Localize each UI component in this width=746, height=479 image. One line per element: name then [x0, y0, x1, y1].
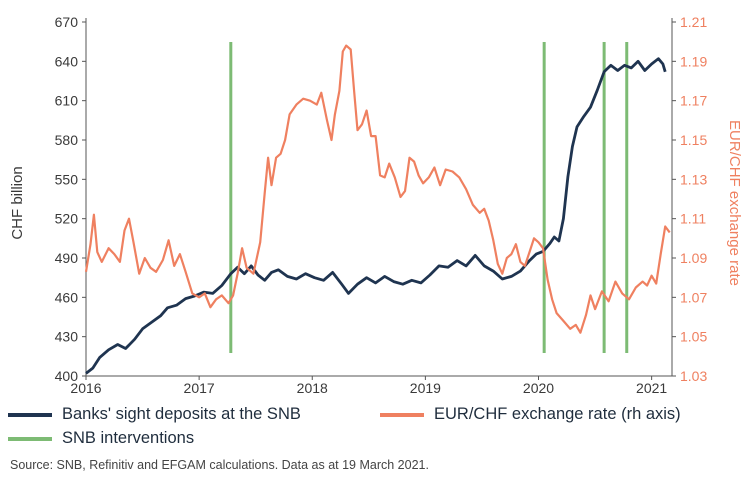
left-tick-label: 670: [55, 14, 79, 30]
right-tick-label: 1.19: [680, 53, 707, 69]
right-tick-label: 1.03: [680, 368, 707, 384]
legend: Banks' sight deposits at the SNB EUR/CHF…: [8, 405, 738, 453]
series-line-eurchf: [84, 44, 671, 334]
left-tick-label: 610: [55, 93, 79, 109]
legend-label-eurchf: EUR/CHF exchange rate (rh axis): [434, 405, 681, 423]
legend-swatch-snb-interventions: [8, 436, 52, 441]
right-tick-label: 1.05: [680, 329, 707, 345]
legend-item-eurchf: EUR/CHF exchange rate (rh axis): [380, 405, 681, 424]
right-tick-label: 1.11: [680, 211, 706, 227]
left-tick-label: 580: [55, 132, 79, 148]
right-axis-title: EUR/CHF exchange rate: [726, 120, 743, 286]
left-axis-ticks: 400 430 460 490 520 550 580 610 640 670: [55, 14, 86, 384]
snb-intervention-lines: [229, 42, 629, 353]
left-tick-label: 550: [55, 171, 79, 187]
source-note: Source: SNB, Refinitiv and EFGAM calcula…: [10, 458, 429, 472]
x-tick-label: 2020: [523, 380, 554, 396]
right-tick-label: 1.17: [680, 93, 707, 109]
plot-frame: [85, 18, 673, 377]
x-axis-ticks: 2016 2017 2018 2019 2020 2021: [70, 376, 667, 396]
right-axis-ticks: 1.03 1.05 1.07 1.09 1.11 1.13 1.15 1.17 1.19 1.21: [672, 14, 707, 384]
legend-swatch-eurchf: [380, 412, 424, 417]
left-axis-title: CHF billion: [9, 166, 26, 239]
right-tick-label: 1.09: [680, 250, 707, 266]
series-lines: [84, 44, 671, 375]
legend-item-sight-deposits: Banks' sight deposits at the SNB: [8, 405, 301, 424]
x-tick-label: 2016: [70, 380, 101, 396]
legend-swatch-sight-deposits: [8, 412, 52, 417]
left-tick-label: 640: [55, 53, 79, 69]
legend-label-sight-deposits: Banks' sight deposits at the SNB: [62, 405, 301, 423]
series-line-sight-deposits: [85, 57, 667, 375]
left-tick-label: 400: [55, 368, 79, 384]
x-tick-label: 2018: [297, 380, 328, 396]
x-tick-label: 2019: [410, 380, 441, 396]
left-tick-label: 460: [55, 289, 79, 305]
left-tick-label: 520: [55, 211, 79, 227]
right-tick-label: 1.07: [680, 289, 707, 305]
x-tick-label: 2021: [636, 380, 667, 396]
right-tick-label: 1.21: [680, 14, 707, 30]
right-tick-label: 1.15: [680, 132, 707, 148]
left-tick-label: 430: [55, 329, 79, 345]
legend-label-snb-interventions: SNB interventions: [62, 429, 195, 447]
right-tick-label: 1.13: [680, 171, 707, 187]
left-tick-label: 490: [55, 250, 79, 266]
x-tick-label: 2017: [184, 380, 215, 396]
legend-item-snb-interventions: SNB interventions: [8, 429, 194, 448]
